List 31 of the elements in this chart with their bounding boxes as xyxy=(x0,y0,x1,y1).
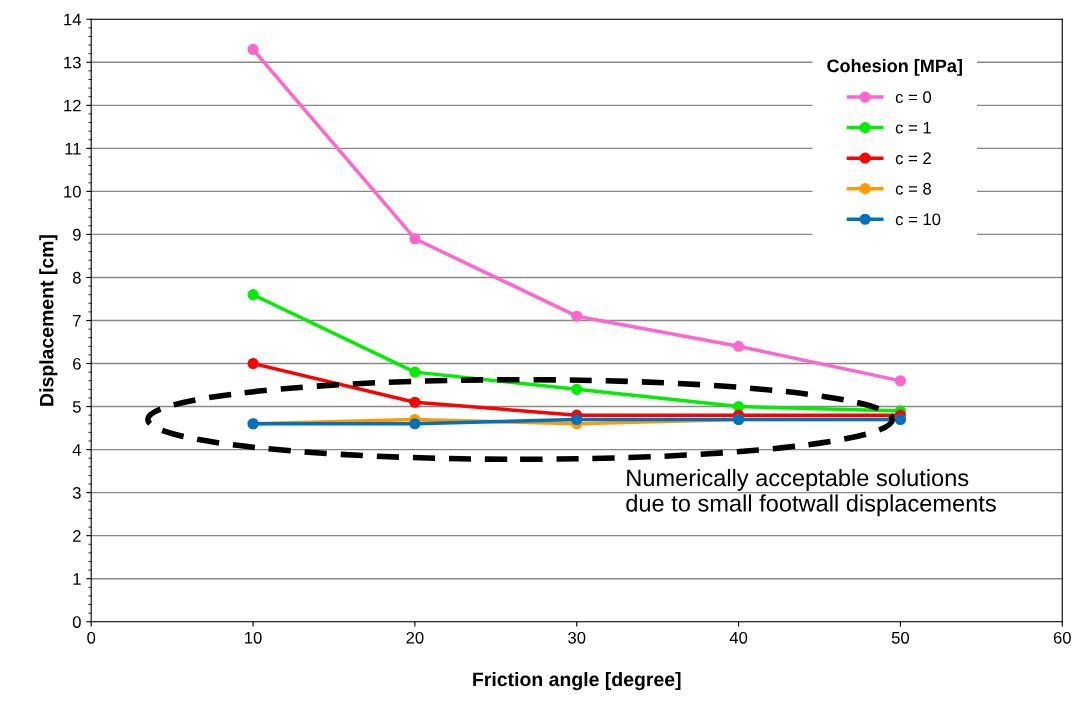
legend-label: c = 8 xyxy=(895,182,931,195)
legend-label: c = 0 xyxy=(895,91,932,104)
y-tick-label: 3 xyxy=(72,487,81,499)
x-tick-label: 60 xyxy=(1053,631,1071,644)
y-tick-label: 1 xyxy=(73,573,81,585)
x-tick-label: 50 xyxy=(891,631,910,644)
legend-label: c = 2 xyxy=(895,152,931,165)
x-axis-title: Friction angle [degree] xyxy=(473,671,681,691)
y-tick-label: 13 xyxy=(64,56,81,69)
y-tick-label: 7 xyxy=(73,315,81,327)
y-tick-label: 0 xyxy=(72,616,81,628)
x-tick-label: 40 xyxy=(729,631,748,644)
x-tick-label: 10 xyxy=(245,631,262,644)
y-tick-label: 8 xyxy=(72,271,81,284)
legend-title: Cohesion [MPa] xyxy=(827,58,962,76)
y-tick-label: 6 xyxy=(73,357,81,370)
y-tick-label: 10 xyxy=(64,185,81,198)
y-tick-label: 5 xyxy=(72,401,81,413)
x-tick-label: 30 xyxy=(568,631,586,644)
y-tick-label: 2 xyxy=(73,530,81,542)
y-tick-label: 9 xyxy=(73,228,81,241)
y-tick-label: 11 xyxy=(65,142,81,155)
annotation: Numerically acceptable solutions due to small footwall displacements xyxy=(626,468,996,517)
y-tick-label: 4 xyxy=(72,444,81,456)
y-tick-label: 14 xyxy=(64,13,81,26)
x-tick-label: 0 xyxy=(87,631,96,644)
x-tick-label: 20 xyxy=(406,631,424,644)
legend-label: c = 1 xyxy=(895,121,931,134)
y-axis-title: Displacement [cm] xyxy=(39,235,58,406)
y-tick-label: 12 xyxy=(64,99,81,112)
legend-label: c = 10 xyxy=(895,213,941,226)
